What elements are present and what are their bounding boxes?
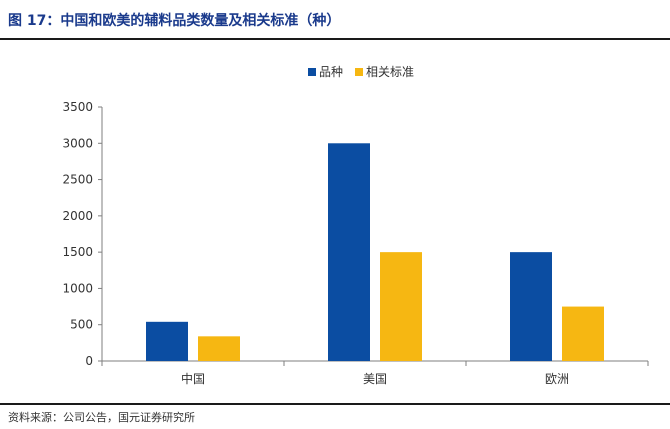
bar-series2: [198, 336, 240, 361]
legend-swatch: [308, 68, 316, 76]
legend-label: 品种: [319, 65, 343, 79]
y-tick-label: 2500: [62, 173, 93, 187]
x-category-label: 中国: [181, 371, 205, 386]
legend-swatch: [355, 68, 363, 76]
figure-title: 图 17：中国和欧美的辅料品类数量及相关标准（种）: [8, 13, 341, 29]
y-tick-label: 1500: [62, 245, 93, 259]
x-category-label: 美国: [363, 372, 387, 386]
x-category-label: 欧洲: [545, 372, 569, 386]
y-tick-label: 0: [85, 354, 93, 368]
top-rule: [0, 38, 670, 40]
bar-series1: [328, 143, 370, 361]
bottom-rule: [0, 403, 670, 405]
source-note: 资料来源：公司公告，国元证券研究所: [8, 411, 195, 424]
y-tick-label: 3000: [62, 136, 93, 150]
bar-series2: [562, 306, 604, 361]
y-tick-label: 1000: [62, 281, 93, 295]
bar-series2: [380, 252, 422, 361]
bar-series1: [510, 252, 552, 361]
legend-label: 相关标准: [366, 65, 414, 79]
y-tick-label: 500: [70, 318, 93, 332]
y-tick-label: 2000: [62, 209, 93, 223]
bar-series1: [146, 321, 188, 361]
y-tick-label: 3500: [62, 100, 93, 114]
